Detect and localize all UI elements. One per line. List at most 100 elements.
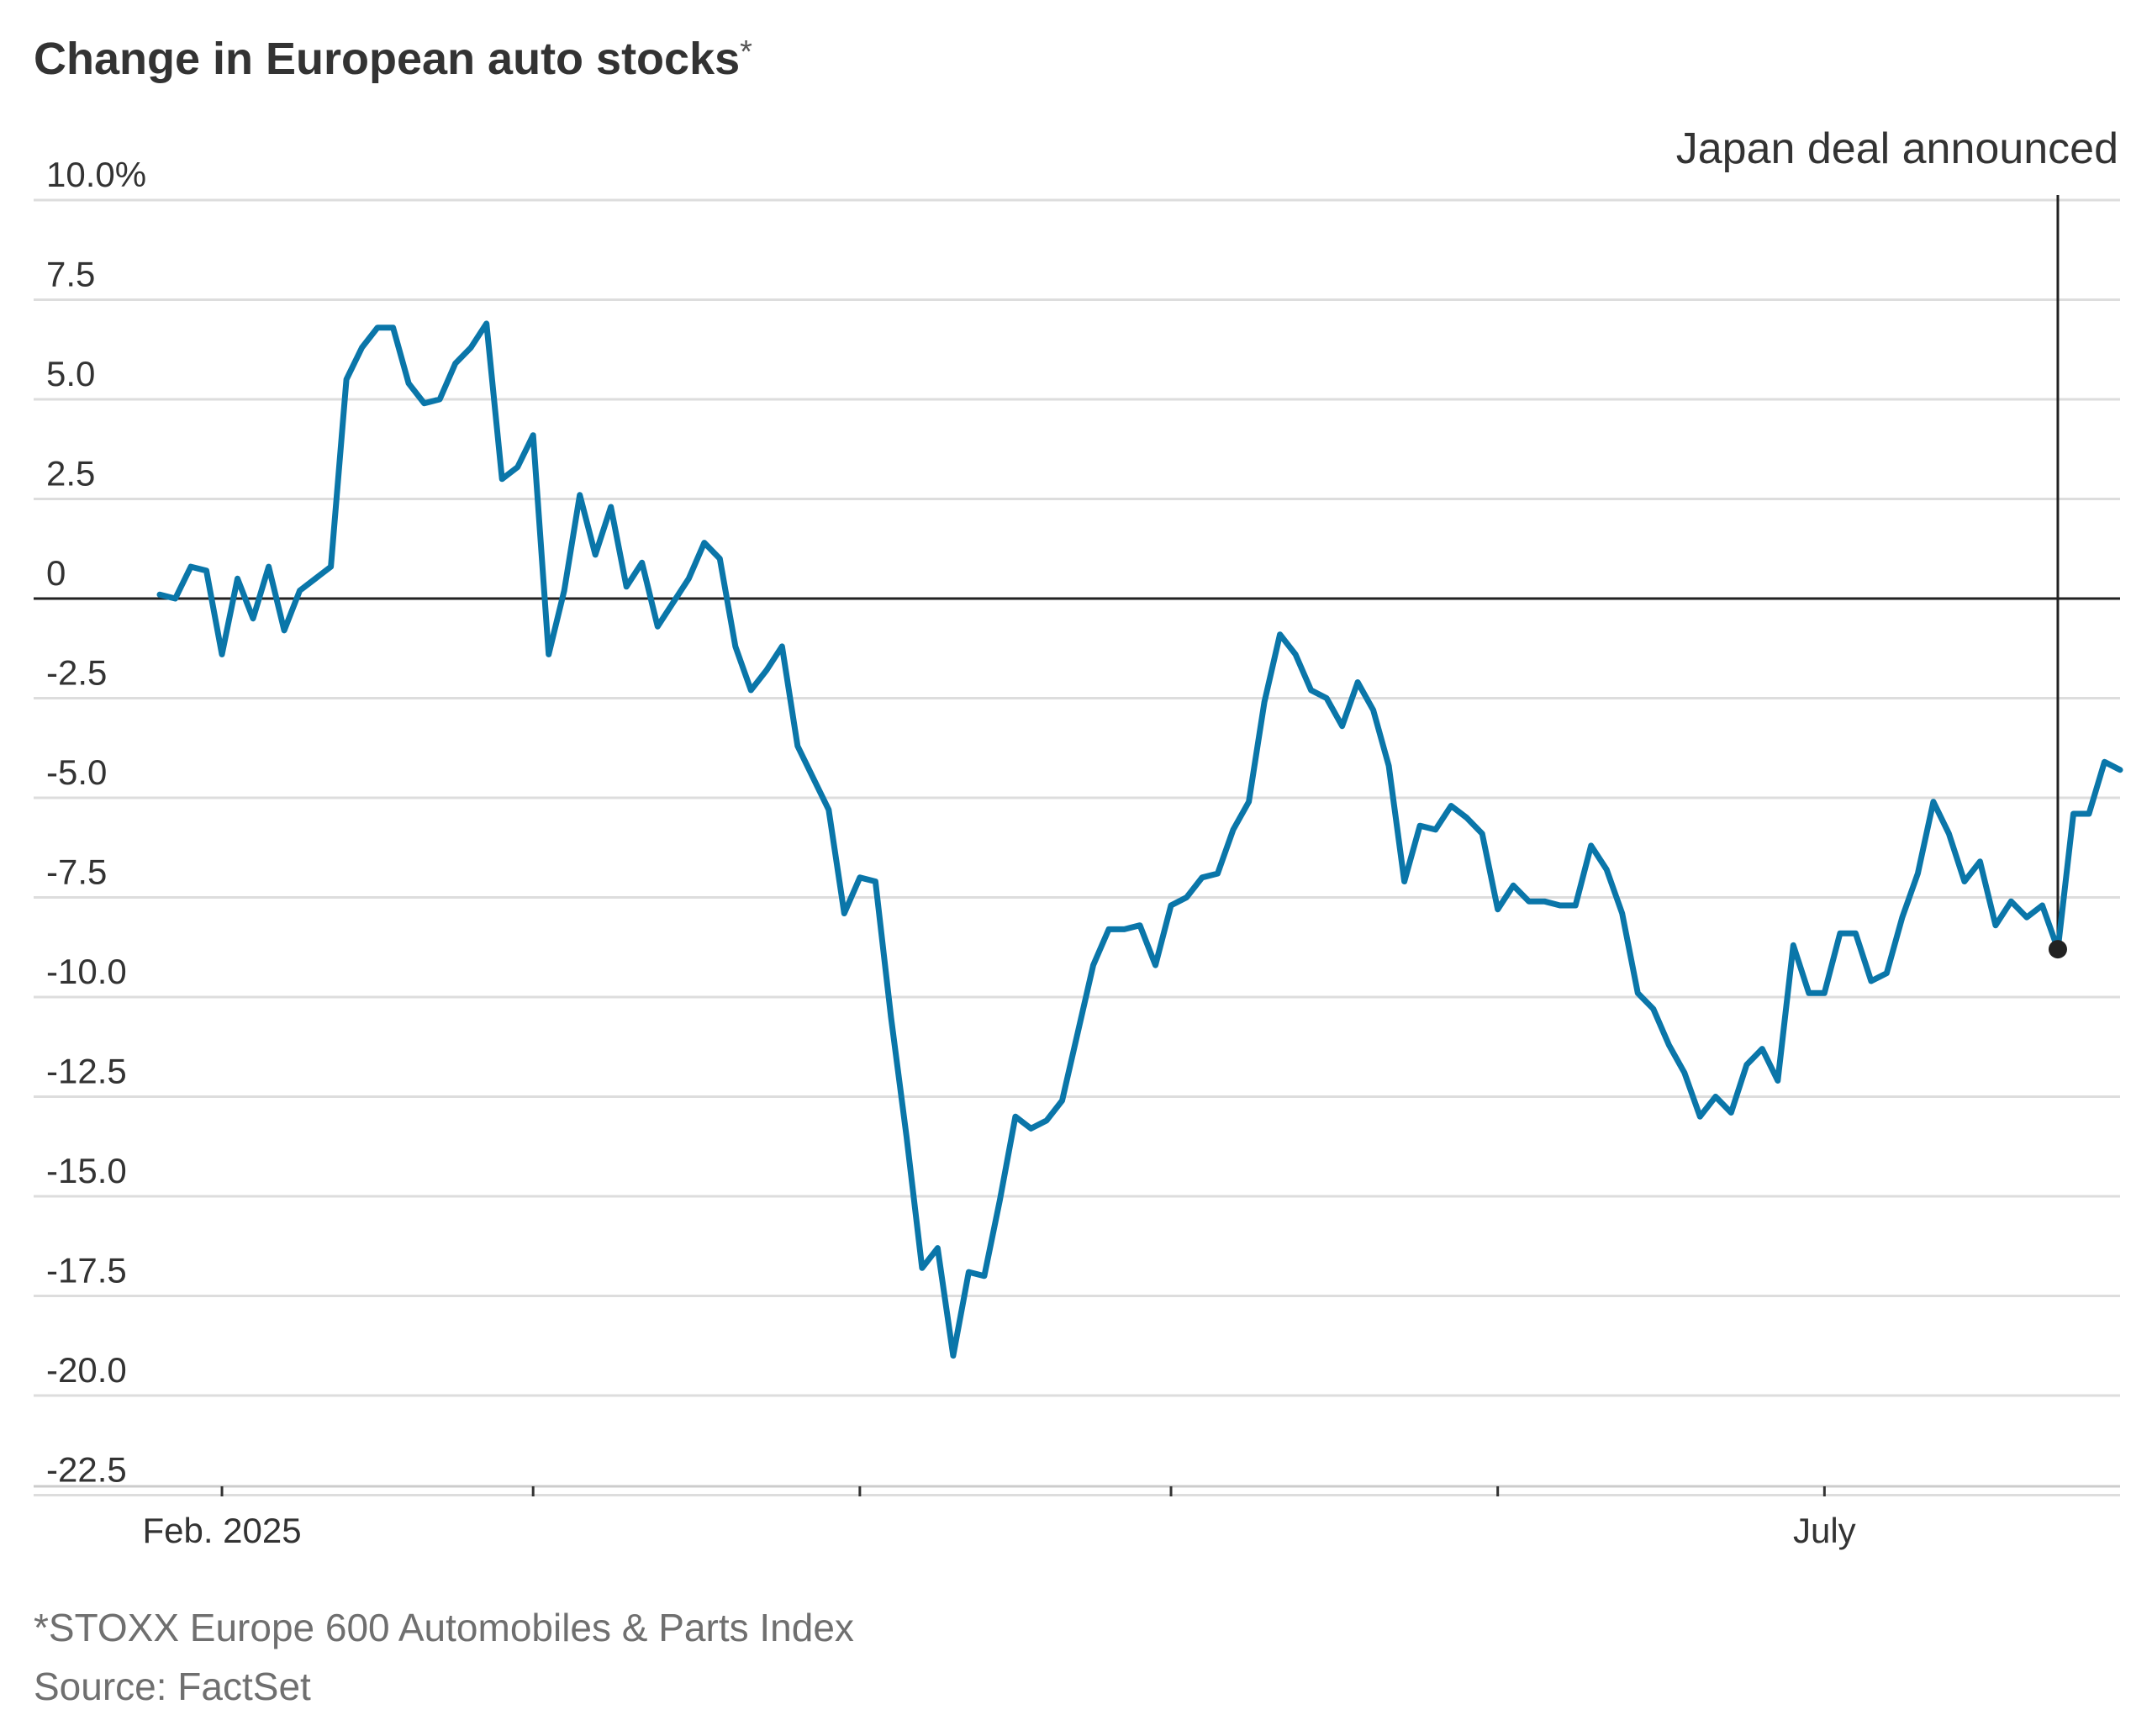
data-point (1775, 1079, 1780, 1084)
y-tick-label: -12.5 (46, 1052, 127, 1091)
data-point (1106, 926, 1111, 931)
y-tick-label: 2.5 (46, 454, 95, 493)
series-line-auto-stocks (156, 320, 2123, 1359)
y-tick-label: 0 (46, 553, 66, 593)
data-point (1682, 1070, 1687, 1075)
data-point (188, 564, 193, 569)
y-tick-label: -17.5 (46, 1251, 127, 1290)
data-point (920, 1265, 925, 1270)
data-point (779, 644, 784, 649)
data-point (1355, 680, 1360, 685)
data-point (1293, 652, 1298, 657)
y-tick-label: -15.0 (46, 1151, 127, 1190)
data-point (1807, 990, 1812, 995)
data-point (2024, 915, 2029, 920)
series-data-points (157, 321, 2123, 1359)
data-point (1604, 867, 1609, 872)
data-point (1542, 899, 1547, 904)
data-point (173, 596, 178, 601)
data-point (1184, 895, 1189, 900)
footnote: *STOXX Europe 600 Automobiles & Parts In… (34, 1606, 854, 1649)
data-point (1977, 859, 1982, 864)
data-point (1013, 1114, 1018, 1119)
data-point (951, 1353, 956, 1359)
data-point (1573, 903, 1578, 908)
x-tick-label: July (1793, 1511, 1856, 1550)
data-point (609, 504, 614, 509)
data-point (484, 321, 489, 326)
data-point (1091, 963, 1096, 968)
data-point (157, 592, 162, 597)
data-point (2086, 811, 2091, 816)
data-point (1262, 699, 1267, 704)
data-point (1247, 799, 1252, 805)
data-point (1340, 724, 1345, 729)
data-point (1728, 1111, 1733, 1116)
data-point (1511, 883, 1516, 888)
y-tick-label: -22.5 (46, 1450, 127, 1490)
data-point (1635, 990, 1640, 995)
data-point (1915, 871, 1920, 876)
data-point (717, 557, 722, 562)
data-point (795, 743, 800, 748)
data-point (1122, 926, 1127, 931)
data-point (1558, 903, 1563, 908)
data-point (1075, 1031, 1080, 1036)
data-point (1697, 1114, 1702, 1119)
data-point (1480, 831, 1485, 836)
data-point (1620, 911, 1625, 916)
data-point (282, 628, 287, 633)
data-point (640, 560, 645, 565)
data-point (1386, 763, 1391, 768)
y-tick-label: -20.0 (46, 1350, 127, 1390)
y-axis-tick-labels: 10.0% 7.5 5.0 2.5 0 -2.5 -5.0 -7.5 -10.0 -12.5 -15… (46, 155, 146, 1490)
data-point (748, 688, 753, 693)
data-point (313, 576, 318, 581)
data-point (1231, 827, 1236, 832)
data-point (329, 564, 334, 569)
data-point (1044, 1118, 1049, 1123)
data-point (499, 477, 504, 482)
data-point (204, 568, 209, 573)
data-point (2008, 899, 2013, 904)
y-tick-label: 7.5 (46, 255, 95, 294)
data-point (1153, 963, 1158, 968)
data-point (1589, 843, 1594, 848)
data-point (1371, 708, 1376, 713)
data-point (997, 1198, 1002, 1203)
data-point (1216, 871, 1221, 876)
data-point (546, 652, 551, 657)
data-point (1900, 915, 1905, 920)
data-point (2040, 903, 2045, 908)
data-point (235, 576, 240, 581)
data-point (1168, 903, 1174, 908)
data-point (1869, 979, 1874, 984)
data-point (593, 552, 598, 557)
data-point (562, 588, 567, 594)
data-point (453, 361, 458, 366)
data-point (1744, 1063, 1749, 1068)
data-point (1946, 831, 1951, 836)
data-point (1448, 804, 1453, 809)
data-point (1884, 971, 1889, 976)
x-axis-ticks: Feb. 2025 July (142, 1486, 1856, 1550)
data-point (422, 401, 427, 406)
data-point (515, 465, 520, 470)
data-point (841, 911, 847, 916)
data-point (1993, 923, 1998, 928)
data-point (1402, 879, 1407, 884)
data-point (966, 1269, 971, 1274)
data-point (1200, 875, 1205, 880)
data-point (1931, 799, 1936, 805)
data-point (935, 1246, 940, 1251)
data-point (764, 667, 769, 673)
data-point (655, 624, 660, 629)
data-point (1791, 942, 1796, 947)
data-point (1324, 696, 1329, 701)
data-point (2071, 811, 2076, 816)
chart-title: Change in European auto stocks* (34, 34, 752, 84)
japan-deal-marker-dot (2048, 940, 2067, 959)
data-point (1495, 907, 1501, 912)
data-point (251, 616, 256, 621)
